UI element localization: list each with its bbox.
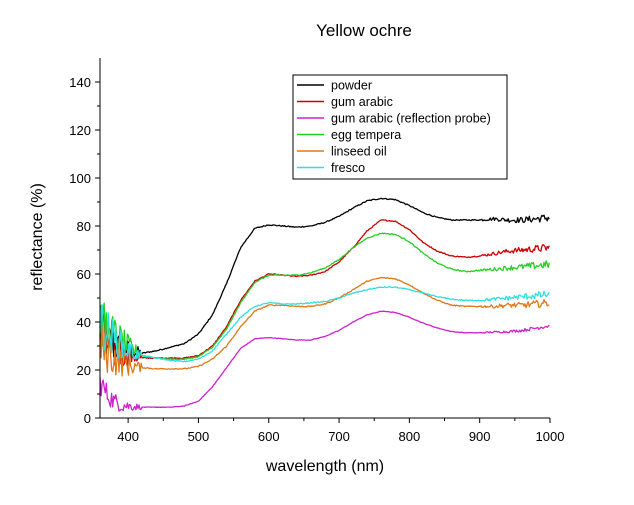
- y-tick-label: 120: [69, 123, 91, 138]
- series-line-3: [99, 310, 550, 412]
- x-tick-label: 600: [258, 429, 280, 444]
- series-line-5: [99, 276, 550, 377]
- series-line-4: [99, 232, 550, 361]
- y-tick-label: 80: [77, 219, 91, 234]
- legend-label-3: gum arabic (reflection probe): [331, 112, 491, 126]
- y-tick-label: 100: [69, 171, 91, 186]
- legend-label-2: gum arabic: [331, 95, 393, 109]
- y-tick-label: 20: [77, 363, 91, 378]
- x-axis-label: wavelength (nm): [265, 458, 384, 475]
- x-tick-label: 1000: [536, 429, 565, 444]
- series-line-2: [99, 219, 550, 368]
- legend-box: [292, 74, 508, 180]
- series-line-1: [99, 197, 550, 361]
- legend-label-4: egg tempera: [331, 128, 401, 142]
- legend-label-6: fresco: [331, 161, 365, 175]
- x-tick-label: 400: [117, 429, 139, 444]
- x-tick-label: 800: [399, 429, 421, 444]
- plot-area: [99, 197, 550, 412]
- legend-label-5: linseed oil: [331, 145, 387, 159]
- legend-label-1: powder: [331, 79, 372, 93]
- chart-title: Yellow ochre: [316, 21, 412, 40]
- y-axis-label: reflectance (%): [29, 183, 46, 291]
- axes: 400 500 600 700 800 900 1000 0 20 40 60 80 100 120 140: [69, 58, 564, 444]
- x-tick-label: 900: [469, 429, 491, 444]
- series-line-6: [99, 286, 550, 363]
- x-tick-label: 500: [188, 429, 210, 444]
- y-tick-label: 140: [69, 75, 91, 90]
- x-tick-label: 700: [328, 429, 350, 444]
- legend: powder gum arabic gum arabic (reflection p…: [292, 74, 508, 180]
- y-tick-label: 60: [77, 267, 91, 282]
- y-tick-label: 40: [77, 315, 91, 330]
- y-tick-label: 0: [84, 411, 91, 426]
